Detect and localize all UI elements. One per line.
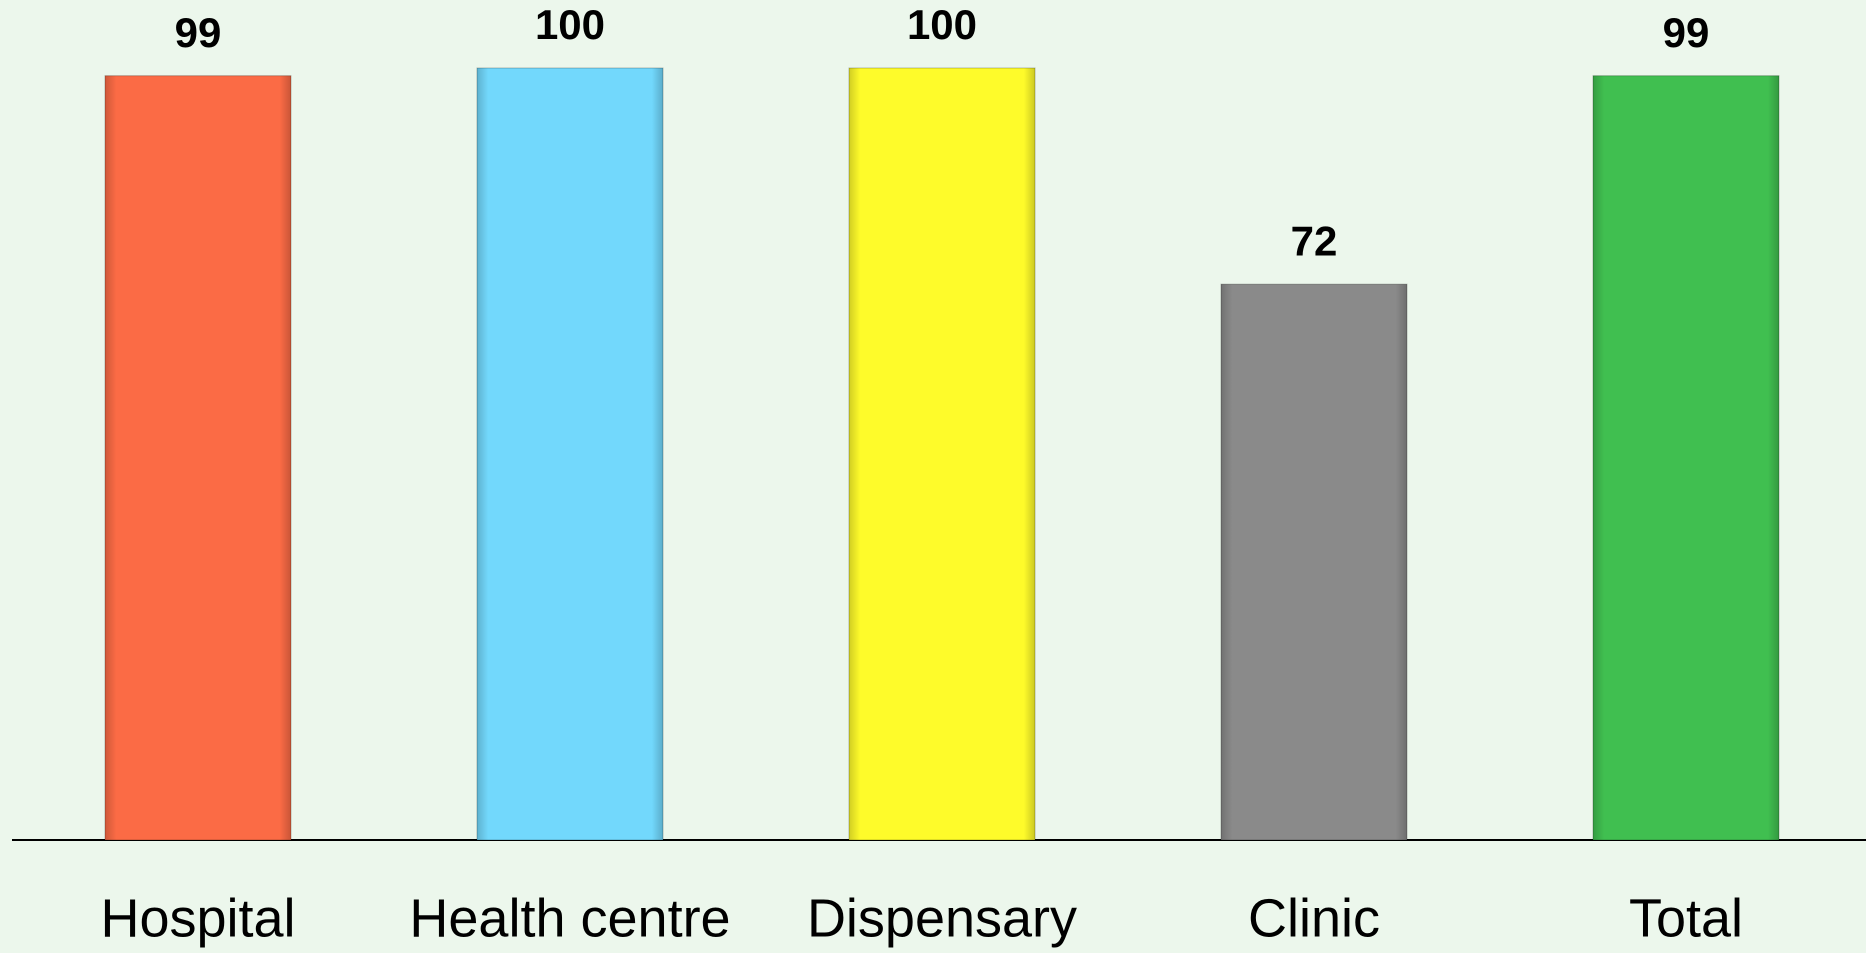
bar [104, 75, 292, 841]
value-label: 99 [1663, 9, 1710, 56]
value-label: 99 [175, 9, 222, 56]
value-label: 100 [535, 1, 605, 48]
bar [848, 67, 1036, 841]
bar [1220, 283, 1408, 841]
x-tick-label: Total [1629, 888, 1743, 948]
x-tick-label: Dispensary [807, 888, 1077, 948]
x-tick-label: Hospital [100, 888, 295, 948]
value-label: 100 [907, 1, 977, 48]
value-label: 72 [1291, 217, 1338, 264]
bar [476, 67, 664, 841]
x-tick-label: Health centre [409, 888, 730, 948]
x-tick-label: Clinic [1248, 888, 1380, 948]
bar [1592, 75, 1780, 841]
